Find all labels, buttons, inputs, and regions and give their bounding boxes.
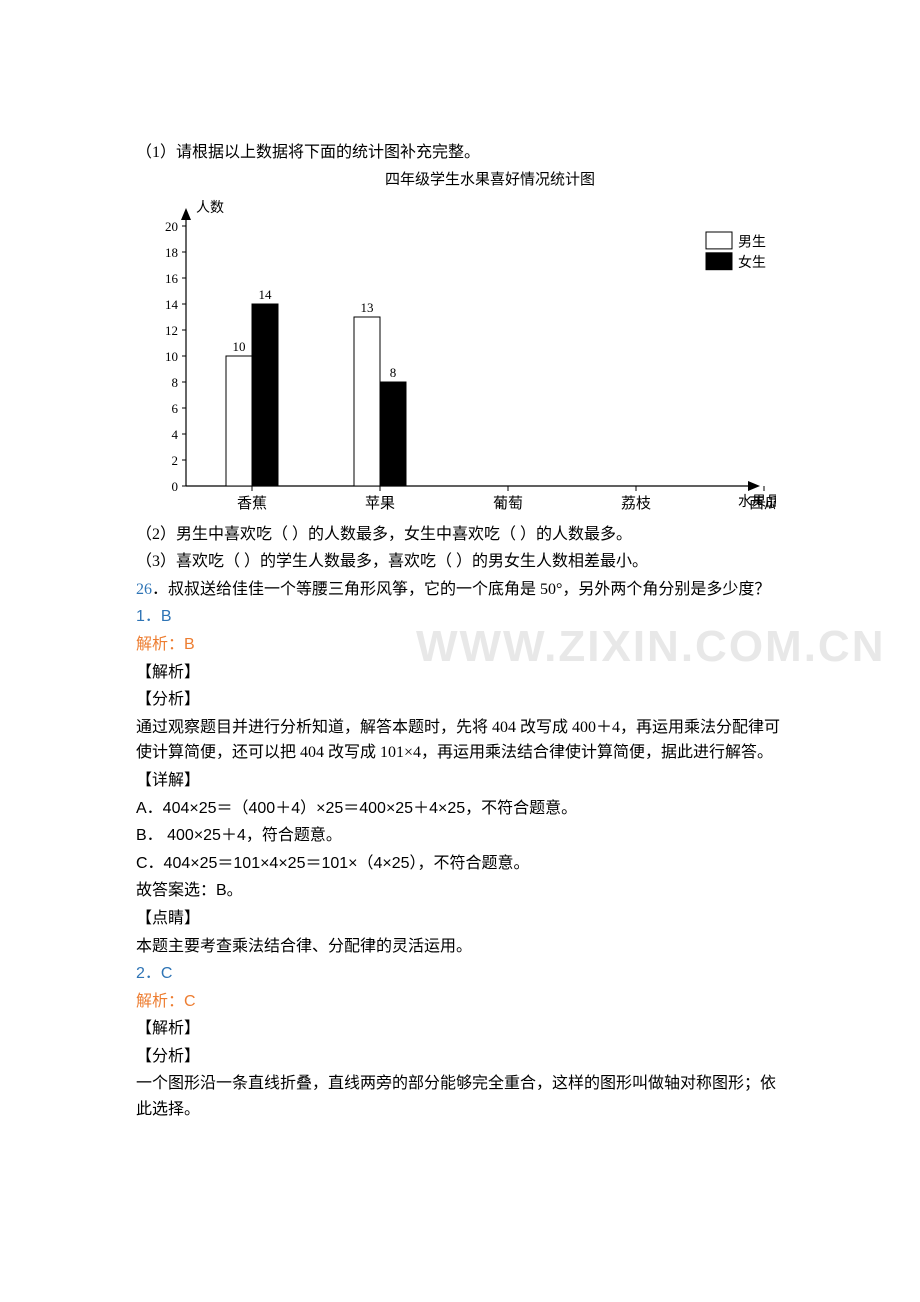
svg-text:2: 2 bbox=[172, 453, 179, 468]
q26-text: ．叔叔送给佳佳一个等腰三角形风筝，它的一个底角是 50°，另外两个角分别是多少度… bbox=[152, 581, 770, 598]
svg-text:西瓜: 西瓜 bbox=[749, 496, 776, 512]
bar-chart: 人数水果品种024681012141618201014香蕉138苹果葡萄荔枝西瓜… bbox=[136, 196, 776, 516]
section-analysis-2: 【解析】 bbox=[136, 1016, 784, 1042]
answer-2-ans: 解析：C bbox=[136, 989, 784, 1015]
a2-fenxi-text: 一个图形沿一条直线折叠，直线两旁的部分能够完全重合，这样的图形叫做轴对称图形；依… bbox=[136, 1071, 784, 1122]
svg-text:14: 14 bbox=[165, 297, 179, 312]
svg-text:20: 20 bbox=[165, 219, 178, 234]
question-3: （3）喜欢吃（ ）的学生人数最多，喜欢吃（ ）的男女生人数相差最小。 bbox=[136, 549, 784, 575]
svg-text:荔枝: 荔枝 bbox=[621, 495, 651, 512]
svg-text:苹果: 苹果 bbox=[365, 495, 395, 512]
svg-text:10: 10 bbox=[165, 349, 178, 364]
a1-option-b: B． 400×25＋4，符合题意。 bbox=[136, 823, 784, 849]
answer-1-ans: 解析：B bbox=[136, 632, 784, 658]
svg-text:12: 12 bbox=[165, 323, 178, 338]
a1-fenxi-text: 通过观察题目并进行分析知道，解答本题时，先将 404 改写成 400＋4，再运用… bbox=[136, 715, 784, 766]
svg-text:0: 0 bbox=[172, 479, 179, 494]
svg-text:葡萄: 葡萄 bbox=[493, 495, 523, 512]
section-analysis: 【解析】 bbox=[136, 660, 784, 686]
svg-text:女生: 女生 bbox=[738, 254, 766, 271]
svg-text:16: 16 bbox=[165, 271, 179, 286]
section-fenxi-2: 【分析】 bbox=[136, 1044, 784, 1070]
svg-text:10: 10 bbox=[233, 339, 246, 354]
a1-dianjing-text: 本题主要考查乘法结合律、分配律的灵活运用。 bbox=[136, 934, 784, 960]
chart-title: 四年级学生水果喜好情况统计图 bbox=[196, 168, 784, 192]
section-detail: 【详解】 bbox=[136, 768, 784, 794]
question-1: （1）请根据以上数据将下面的统计图补充完整。 bbox=[136, 140, 784, 166]
svg-text:人数: 人数 bbox=[196, 200, 224, 216]
a1-final: 故答案选：B。 bbox=[136, 878, 784, 904]
question-26: 26．叔叔送给佳佳一个等腰三角形风筝，它的一个底角是 50°，另外两个角分别是多… bbox=[136, 577, 784, 603]
a1-option-c: C．404×25＝101×4×25＝101×（4×25），不符合题意。 bbox=[136, 851, 784, 877]
answer-1-num: 1．B bbox=[136, 604, 784, 630]
svg-text:8: 8 bbox=[390, 365, 397, 380]
svg-text:13: 13 bbox=[361, 300, 374, 315]
question-2: （2）男生中喜欢吃（ ）的人数最多，女生中喜欢吃（ ）的人数最多。 bbox=[136, 522, 784, 548]
svg-text:6: 6 bbox=[172, 401, 179, 416]
svg-text:香蕉: 香蕉 bbox=[237, 495, 267, 512]
section-fenxi: 【分析】 bbox=[136, 687, 784, 713]
svg-text:14: 14 bbox=[259, 287, 273, 302]
q26-number: 26 bbox=[136, 581, 152, 598]
svg-text:18: 18 bbox=[165, 245, 178, 260]
answer-2-num: 2．C bbox=[136, 961, 784, 987]
svg-text:男生: 男生 bbox=[738, 234, 766, 250]
svg-text:4: 4 bbox=[172, 427, 179, 442]
svg-text:8: 8 bbox=[172, 375, 179, 390]
a1-option-a: A．404×25＝（400＋4）×25＝400×25＋4×25，不符合题意。 bbox=[136, 796, 784, 822]
section-dianjing: 【点睛】 bbox=[136, 906, 784, 932]
